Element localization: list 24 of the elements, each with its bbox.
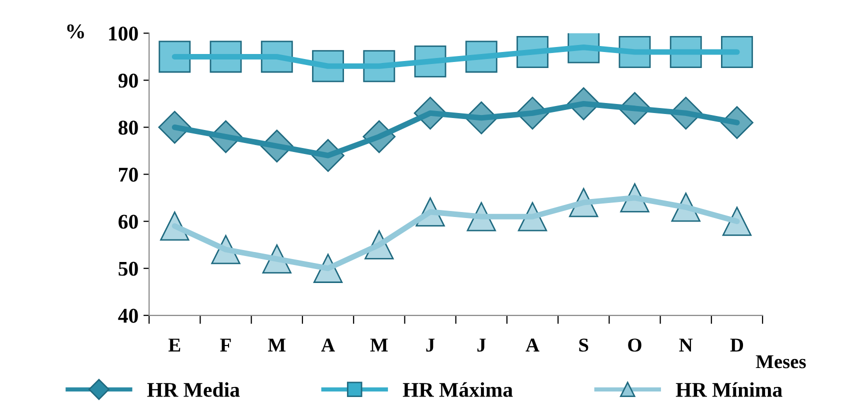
x-tick-label: M <box>370 338 388 352</box>
x-tick-label: S <box>579 338 588 352</box>
legend-label: HR Media <box>147 382 240 397</box>
x-tick-label: J <box>477 338 486 352</box>
y-tick-label: 70 <box>119 168 138 182</box>
y-tick-label: 90 <box>118 74 138 88</box>
y-tick-label: 40 <box>118 308 138 323</box>
x-tick-label: J <box>426 338 435 352</box>
y-tick-label: 50 <box>118 262 138 276</box>
x-tick-label: A <box>526 338 540 352</box>
x-tick-label: D <box>730 338 744 352</box>
y-tick-label: 100 <box>109 26 138 41</box>
y-tick-label: 60 <box>118 214 138 229</box>
x-axis-title: Meses <box>756 355 806 368</box>
legend-label: HR Mínima <box>676 382 782 397</box>
x-tick-label: M <box>268 338 286 352</box>
x-tick-label: N <box>679 338 693 352</box>
y-axis-title: % <box>67 24 84 38</box>
x-tick-label: O <box>628 338 642 352</box>
x-tick-label: A <box>321 338 335 352</box>
legend-label: HR Máxima <box>402 382 513 397</box>
y-tick-label: 80 <box>118 120 138 135</box>
x-tick-label: E <box>168 338 180 352</box>
x-tick-label: F <box>220 338 231 352</box>
